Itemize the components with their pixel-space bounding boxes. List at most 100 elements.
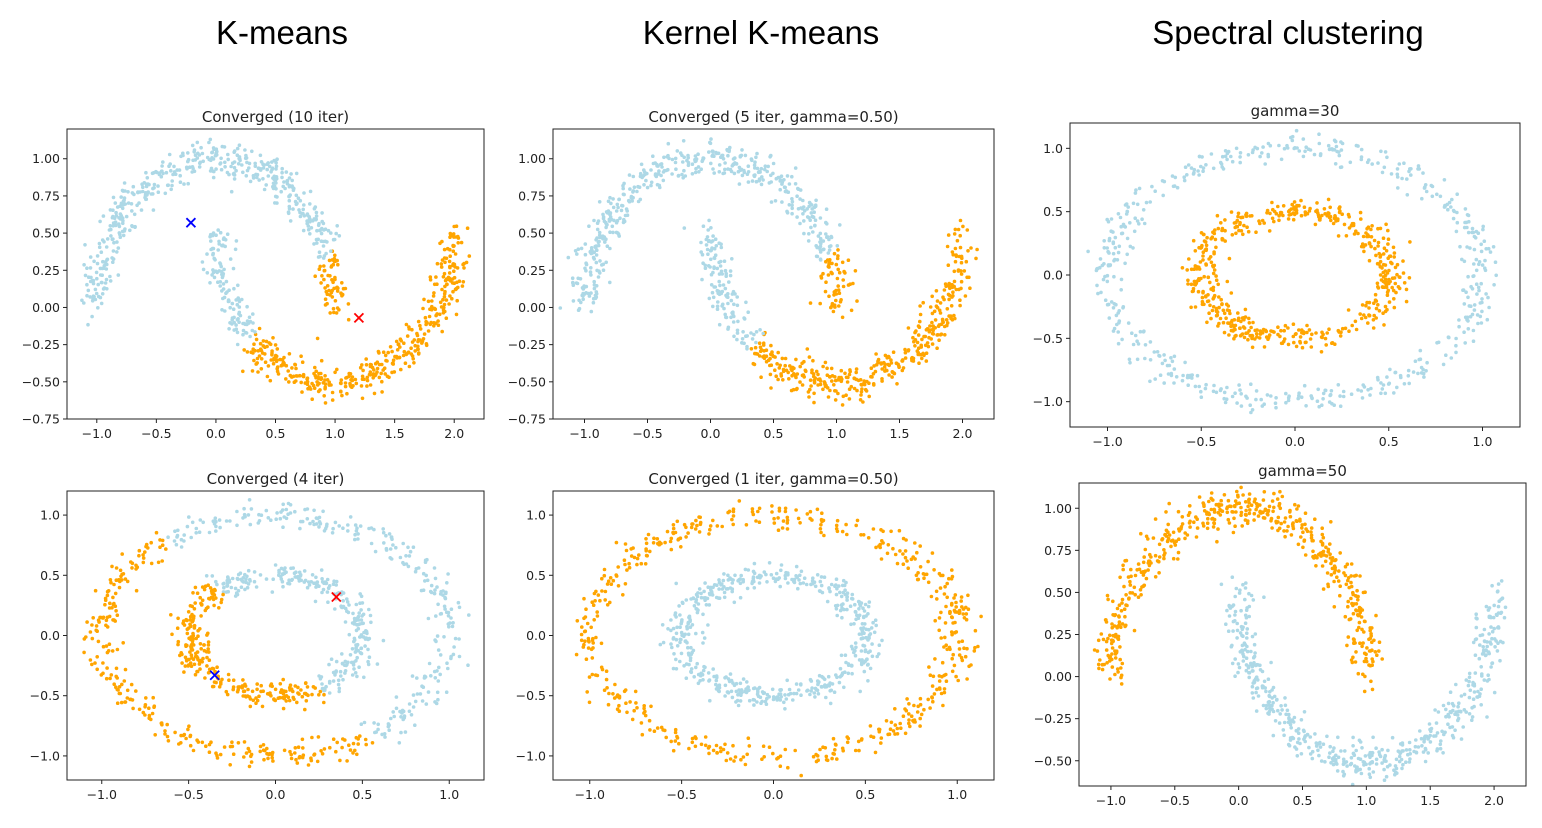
data-point bbox=[744, 334, 748, 339]
data-point bbox=[156, 560, 161, 565]
data-point bbox=[638, 171, 643, 176]
data-point bbox=[786, 370, 790, 375]
data-point bbox=[709, 226, 713, 230]
x-tick-label: 2.0 bbox=[444, 426, 464, 441]
data-point bbox=[294, 570, 298, 574]
data-point bbox=[231, 266, 236, 271]
data-point bbox=[942, 690, 947, 695]
data-point bbox=[325, 284, 330, 288]
data-point bbox=[1109, 217, 1114, 221]
data-point bbox=[1487, 305, 1491, 310]
data-point bbox=[225, 578, 229, 583]
data-point bbox=[356, 614, 361, 619]
data-point bbox=[341, 526, 345, 530]
data-point bbox=[1271, 207, 1275, 212]
data-point bbox=[141, 553, 145, 557]
data-point bbox=[701, 224, 706, 228]
data-point bbox=[858, 689, 862, 694]
data-point bbox=[699, 250, 703, 254]
data-point bbox=[951, 252, 955, 257]
data-point bbox=[185, 524, 190, 529]
y-tick-label: −0.50 bbox=[508, 374, 546, 389]
data-point bbox=[205, 655, 209, 660]
data-point bbox=[353, 671, 358, 675]
data-point bbox=[348, 381, 352, 386]
data-point bbox=[297, 208, 301, 212]
data-point bbox=[866, 536, 871, 540]
data-point bbox=[433, 676, 438, 680]
data-point bbox=[589, 273, 593, 277]
data-point bbox=[416, 344, 420, 349]
data-point bbox=[1295, 146, 1299, 150]
data-point bbox=[120, 206, 125, 211]
data-point bbox=[424, 343, 429, 348]
data-point bbox=[1290, 134, 1295, 139]
data-point bbox=[380, 379, 384, 384]
data-point bbox=[868, 649, 872, 653]
data-point bbox=[279, 566, 284, 571]
y-tick-label: −0.75 bbox=[22, 412, 60, 427]
data-point bbox=[819, 575, 824, 579]
data-point bbox=[119, 700, 124, 705]
data-point bbox=[208, 586, 213, 590]
data-point bbox=[1170, 174, 1175, 178]
data-point bbox=[1224, 316, 1228, 321]
data-point bbox=[1329, 218, 1333, 223]
data-point bbox=[193, 672, 198, 677]
data-point bbox=[900, 358, 905, 362]
data-point bbox=[1204, 262, 1208, 266]
data-point bbox=[210, 574, 215, 578]
data-point bbox=[753, 686, 757, 690]
data-point bbox=[235, 509, 239, 514]
data-point bbox=[175, 533, 180, 538]
data-point bbox=[1484, 292, 1488, 296]
data-point bbox=[101, 661, 105, 665]
data-point bbox=[322, 529, 327, 533]
data-point bbox=[605, 222, 609, 227]
data-point bbox=[600, 589, 604, 593]
data-point bbox=[1299, 395, 1304, 400]
data-point bbox=[945, 323, 949, 328]
data-point bbox=[1187, 375, 1191, 380]
data-point bbox=[1332, 148, 1337, 152]
data-point bbox=[333, 370, 337, 375]
data-point bbox=[212, 275, 217, 280]
data-point bbox=[1313, 222, 1318, 227]
data-point bbox=[420, 341, 424, 345]
data-point bbox=[356, 742, 361, 746]
data-point bbox=[255, 698, 260, 703]
data-point bbox=[1472, 274, 1476, 278]
data-point bbox=[411, 693, 416, 697]
data-point bbox=[339, 389, 343, 394]
data-point bbox=[190, 143, 195, 148]
data-point bbox=[322, 228, 326, 232]
data-point bbox=[246, 746, 251, 751]
data-point bbox=[724, 271, 728, 276]
data-point bbox=[609, 582, 614, 586]
data-point bbox=[1449, 356, 1454, 360]
data-point bbox=[935, 346, 939, 351]
data-point bbox=[701, 641, 705, 645]
data-point bbox=[591, 300, 596, 305]
data-point bbox=[334, 311, 339, 315]
data-point bbox=[1462, 259, 1467, 264]
data-point bbox=[1229, 328, 1234, 333]
data-point bbox=[432, 324, 436, 328]
data-point bbox=[314, 575, 318, 580]
plot-title: Converged (5 iter, gamma=0.50) bbox=[648, 108, 898, 126]
data-point bbox=[1192, 267, 1196, 272]
data-point bbox=[399, 367, 403, 372]
data-point bbox=[1220, 238, 1225, 242]
data-point bbox=[202, 643, 206, 647]
scatter-points bbox=[558, 137, 979, 407]
data-point bbox=[1199, 389, 1203, 394]
data-point bbox=[299, 354, 303, 359]
data-point bbox=[451, 621, 455, 625]
data-point bbox=[673, 739, 678, 743]
data-point bbox=[435, 261, 440, 266]
data-point bbox=[1229, 210, 1234, 214]
data-point bbox=[753, 345, 758, 350]
data-point bbox=[769, 573, 774, 577]
data-point bbox=[631, 174, 636, 179]
data-point bbox=[772, 521, 777, 525]
